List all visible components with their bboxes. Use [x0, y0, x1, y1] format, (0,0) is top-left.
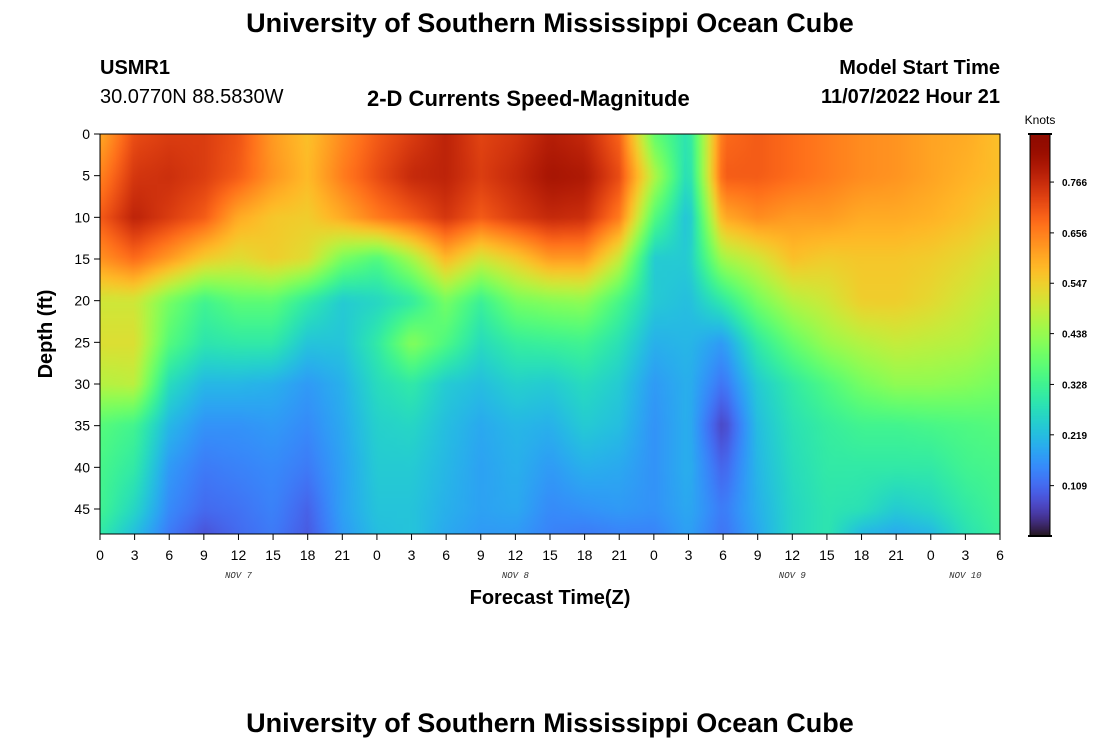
heatmap-field: [100, 134, 1000, 534]
y-tick-label: 35: [74, 418, 90, 434]
y-tick-label: 25: [74, 334, 90, 350]
colorbar-tick-label: 0.547: [1062, 279, 1087, 290]
colorbar-tick-label: 0.328: [1062, 380, 1087, 391]
x-tick-label: 12: [508, 547, 524, 563]
x-tick-label: 3: [131, 547, 139, 563]
x-tick-label: 0: [650, 547, 658, 563]
x-axis-title: Forecast Time(Z): [470, 587, 631, 609]
y-tick-label: 5: [82, 168, 90, 184]
x-tick-label: 9: [200, 547, 208, 563]
y-tick-label: 40: [74, 459, 90, 475]
station-id: USMR1: [100, 57, 171, 79]
x-tick-label: 3: [961, 547, 969, 563]
x-axis: 0 3 6 9 12 15 18 21 0 3 6 9 12 15 18 21 0 3 6 9 12 15 18 21 0 3 6: [96, 534, 1004, 563]
x-tick-label: 3: [408, 547, 416, 563]
y-tick-label: 45: [74, 501, 90, 517]
x-tick-label: 18: [577, 547, 593, 563]
chart-title: 2-D Currents Speed-Magnitude: [367, 86, 690, 111]
colorbar-tick-label: 0.109: [1062, 482, 1087, 493]
x-tick-label: 12: [785, 547, 801, 563]
x-tick-label: 0: [373, 547, 381, 563]
x-tick-label: 18: [854, 547, 870, 563]
station-coordinates: 30.0770N 88.5830W: [100, 86, 284, 108]
date-labels: NOV 7 NOV 8 NOV 9 NOV 10: [225, 571, 982, 581]
y-tick-label: 10: [74, 209, 90, 225]
colorbar-tick-label: 0.438: [1062, 330, 1087, 341]
y-tick-label: 0: [82, 126, 90, 142]
x-tick-label: 21: [611, 547, 627, 563]
x-tick-label: 9: [754, 547, 762, 563]
x-tick-label: 21: [335, 547, 351, 563]
x-tick-label: 15: [265, 547, 281, 563]
x-tick-label: 15: [819, 547, 835, 563]
page-title: University of Southern Mississippi Ocean…: [246, 8, 854, 38]
date-label: NOV 8: [502, 571, 530, 581]
y-axis: 0 5 10 15 20 25 30 35 40 45: [74, 126, 100, 517]
model-start-value: 11/07/2022 Hour 21: [820, 86, 1000, 108]
date-label: NOV 10: [949, 571, 982, 581]
date-label: NOV 7: [225, 571, 253, 581]
x-tick-label: 0: [96, 547, 104, 563]
x-tick-label: 6: [719, 547, 727, 563]
colorbar-gradient: [1030, 134, 1050, 536]
y-tick-label: 20: [74, 293, 90, 309]
x-tick-label: 12: [231, 547, 247, 563]
model-start-label: Model Start Time: [839, 57, 1000, 79]
x-tick-label: 6: [996, 547, 1004, 563]
x-tick-label: 3: [685, 547, 693, 563]
x-tick-label: 18: [300, 547, 316, 563]
x-tick-label: 0: [927, 547, 935, 563]
colorbar-unit: Knots: [1025, 113, 1056, 127]
x-tick-label: 6: [165, 547, 173, 563]
x-tick-label: 21: [888, 547, 904, 563]
date-label: NOV 9: [779, 571, 807, 581]
y-axis-title: Depth (ft): [35, 290, 57, 379]
x-tick-label: 15: [542, 547, 558, 563]
colorbar-tick-label: 0.656: [1062, 229, 1087, 240]
colorbar-tick-label: 0.219: [1062, 431, 1087, 442]
colorbar-axis: 0.109 0.219 0.328 0.438 0.547 0.656 0.766: [1028, 133, 1087, 537]
footer-title: University of Southern Mississippi Ocean…: [246, 708, 854, 738]
y-tick-label: 15: [74, 251, 90, 267]
x-tick-label: 6: [442, 547, 450, 563]
colorbar-tick-label: 0.766: [1062, 178, 1087, 189]
x-tick-label: 9: [477, 547, 485, 563]
y-tick-label: 30: [74, 376, 90, 392]
